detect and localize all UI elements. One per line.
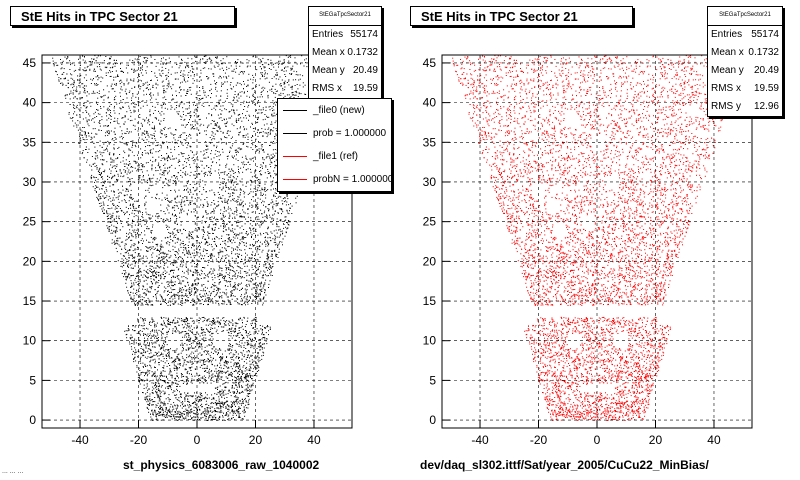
left-stats-box: StEGaTpcSector21 Entries 55174 Mean x 0.… xyxy=(308,6,382,99)
y-tick-label: 35 xyxy=(423,135,437,149)
left-stats-row-meanx: Mean x 0.1732 xyxy=(312,47,378,58)
left-plot-title: StE Hits in TPC Sector 21 xyxy=(10,6,235,26)
y-tick-label: 10 xyxy=(23,334,37,348)
left-legend: _file0 (new) prob = 1.000000 _file1 (ref… xyxy=(277,98,392,192)
y-tick-label: 15 xyxy=(423,294,437,308)
y-tick-label: 15 xyxy=(23,294,37,308)
legend-entry-prob: prob = 1.000000 xyxy=(278,122,391,145)
y-tick-label: 40 xyxy=(423,96,437,110)
left-stats-name: StEGaTpcSector21 xyxy=(309,7,381,26)
x-tick-label: -20 xyxy=(130,433,148,447)
right-stats-row-entries: Entries 55174 xyxy=(711,29,779,40)
left-stats-row-entries: Entries 55174 xyxy=(312,29,378,40)
y-tick-label: 10 xyxy=(423,334,437,348)
right-x-axis-label: dev/daq_sl302.ittf/Sat/year_2005/CuCu22_… xyxy=(420,458,709,472)
right-scatter-plot[interactable]: -40 -20 0 20 40 0 5 10 15 20 25 30 35 40 45 xyxy=(400,0,800,480)
y-tick-label: 0 xyxy=(29,413,36,427)
left-stats-row-meany: Mean y 20.49 xyxy=(312,65,378,76)
x-tick-label: 20 xyxy=(249,433,263,447)
legend-entry-file1: _file1 (ref) xyxy=(278,145,391,168)
legend-entry-file0: _file0 (new) xyxy=(278,99,391,122)
y-tick-label: 30 xyxy=(423,175,437,189)
legend-swatch xyxy=(283,110,307,111)
axis-ticks xyxy=(42,62,315,428)
left-stats-row-rmsx: RMS x 19.59 xyxy=(312,83,378,94)
y-tick-label: 25 xyxy=(23,215,37,229)
y-tick-label: 45 xyxy=(423,56,437,70)
y-tick-label: 20 xyxy=(23,254,37,268)
right-stats-row-meanx: Mean x 0.1732 xyxy=(711,47,779,58)
x-tick-label: 40 xyxy=(307,433,321,447)
x-tick-label: -40 xyxy=(471,433,489,447)
y-tick-label: 30 xyxy=(23,175,37,189)
y-tick-label: 20 xyxy=(423,254,437,268)
right-stats-row-rmsx: RMS x 19.59 xyxy=(711,83,779,94)
y-tick-label: 0 xyxy=(429,413,436,427)
legend-entry-probN: probN = 1.000000 xyxy=(278,168,391,191)
x-tick-label: 0 xyxy=(194,433,201,447)
left-x-axis-label: st_physics_6083006_raw_1040002 xyxy=(123,458,320,472)
grid-lines xyxy=(442,55,752,428)
y-tick-label: 35 xyxy=(23,135,37,149)
footer-text: ... ... ... xyxy=(2,468,24,475)
right-stats-name: StEGaTpcSector21 xyxy=(708,7,782,26)
y-tick-label: 40 xyxy=(23,96,37,110)
x-tick-label: 0 xyxy=(594,433,601,447)
right-stats-box: StEGaTpcSector21 Entries 55174 Mean x 0.… xyxy=(707,6,783,117)
y-tick-label: 5 xyxy=(429,373,436,387)
y-tick-label: 25 xyxy=(423,215,437,229)
y-tick-label: 45 xyxy=(23,56,37,70)
right-stats-row-meany: Mean y 20.49 xyxy=(711,65,779,76)
legend-swatch xyxy=(283,179,307,180)
x-tick-label: 40 xyxy=(707,433,721,447)
x-tick-label: -40 xyxy=(71,433,89,447)
legend-swatch xyxy=(283,156,307,157)
legend-swatch xyxy=(283,133,307,134)
y-tick-label: 5 xyxy=(29,373,36,387)
x-tick-label: -20 xyxy=(530,433,548,447)
right-stats-row-rmsy: RMS y 12.96 xyxy=(711,101,779,112)
x-tick-label: 20 xyxy=(649,433,663,447)
right-plot-title: StE Hits in TPC Sector 21 xyxy=(410,6,633,26)
axis-ticks xyxy=(442,62,715,428)
left-scatter-plot[interactable]: -40 -20 0 20 40 0 5 10 15 20 25 30 35 40 45 xyxy=(0,0,400,480)
